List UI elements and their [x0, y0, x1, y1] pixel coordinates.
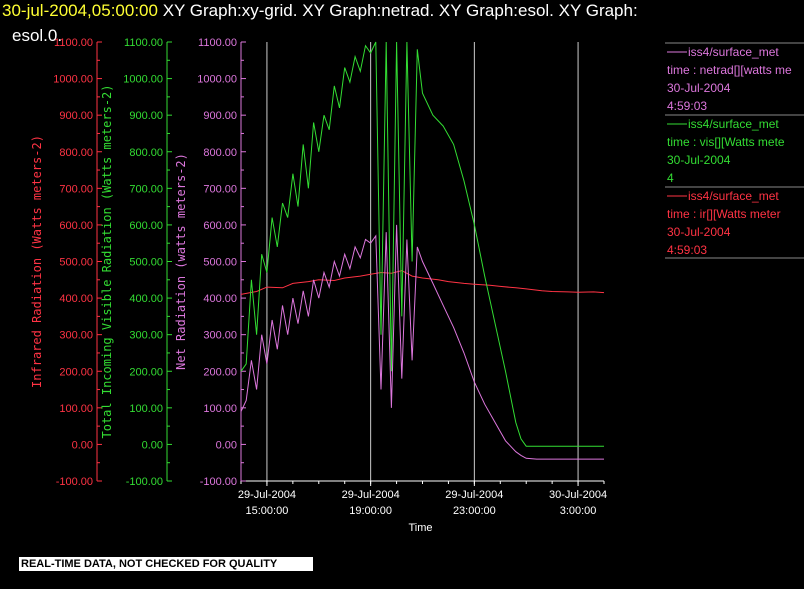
legend-entry-text: 30-Jul-2004: [667, 81, 731, 95]
y-tick-label-ir: 1000.00: [53, 74, 93, 86]
quality-notice: REAL-TIME DATA, NOT CHECKED FOR QUALITY: [19, 557, 313, 571]
series-line-2: [240, 224, 604, 460]
y-tick-label-vis: 900.00: [129, 110, 163, 122]
y-tick-label-net: 1000.00: [197, 74, 237, 86]
y-axis-title-net: Net Radiation (watts meters-2): [174, 153, 188, 370]
y-tick-label-ir: 900.00: [59, 110, 93, 122]
y-tick-label-vis: 0.00: [142, 439, 163, 451]
y-tick-label-ir: 0.00: [72, 439, 93, 451]
y-tick-label-vis: 1000.00: [123, 74, 163, 86]
y-tick-label-vis: 500.00: [129, 257, 163, 269]
y-tick-label-net: 0.00: [216, 439, 237, 451]
x-tick-label-time: 19:00:00: [349, 505, 392, 517]
x-tick-label-date: 29-Jul-2004: [342, 489, 400, 501]
y-tick-label-vis: 1100.00: [124, 37, 163, 49]
y-tick-label-net: 600.00: [203, 220, 237, 232]
y-axis-title-ir: Infrared Radiation (Watts meters-2): [30, 135, 44, 388]
axes-layer: 29-Jul-2004 15:00:00 29-Jul-2004 19:00:00 29…: [30, 37, 607, 534]
x-tick-label-time: 23:00:00: [453, 505, 496, 517]
y-axis-title-vis: Total Incoming Visible Radiation (Watts …: [100, 84, 114, 438]
y-tick-label-ir: 600.00: [59, 220, 93, 232]
legend-entry-text: time : netrad[][watts me: [667, 63, 792, 77]
y-tick-label-ir: 200.00: [59, 366, 93, 378]
y-tick-label-net: 1100.00: [198, 37, 237, 49]
legend-entry-text: 4:59:03: [667, 243, 707, 257]
y-tick-label-ir: 500.00: [59, 257, 93, 269]
legend-entry-text: iss4/surface_met: [688, 45, 779, 59]
series-line-0: [240, 270, 605, 295]
x-tick-label-time: 15:00:00: [246, 505, 289, 517]
y-tick-label-vis: -100.00: [126, 476, 163, 488]
legend-entry-text: time : ir[][Watts meter: [667, 207, 781, 221]
x-tick-label-date: 29-Jul-2004: [238, 489, 296, 501]
title-graph-list: XY Graph:xy-grid. XY Graph:netrad. XY Gr…: [157, 1, 638, 20]
y-tick-label-ir: 1100.00: [54, 37, 93, 49]
y-tick-label-ir: 800.00: [59, 147, 93, 159]
y-tick-label-net: 500.00: [203, 257, 237, 269]
series-line-1: [240, 41, 604, 447]
x-axis-title: Time: [408, 522, 432, 534]
title-date-time: 30-jul-2004,05:00:00: [2, 1, 158, 20]
y-tick-label-ir: 400.00: [59, 293, 93, 305]
y-tick-label-vis: 200.00: [129, 366, 163, 378]
y-tick-label-net: -100.00: [200, 476, 237, 488]
y-tick-label-ir: 700.00: [59, 183, 93, 195]
y-tick-label-net: 400.00: [203, 293, 237, 305]
legend-entry-text: 30-Jul-2004: [667, 225, 731, 239]
y-tick-label-vis: 300.00: [129, 330, 163, 342]
y-tick-label-ir: -100.00: [56, 476, 93, 488]
x-tick-label-date: 30-Jul-2004: [549, 489, 607, 501]
grid-layer: [266, 42, 579, 481]
graph-title: 30-jul-2004,05:00:00 XY Graph:xy-grid. X…: [2, 1, 638, 21]
legend-entry-text: 4:59:03: [667, 99, 707, 113]
x-tick-label-date: 29-Jul-2004: [445, 489, 503, 501]
y-tick-label-net: 200.00: [203, 366, 237, 378]
legend-entry-text: time : vis[][Watts mete: [667, 135, 785, 149]
y-tick-label-net: 800.00: [203, 147, 237, 159]
legend-entry-text: iss4/surface_met: [688, 117, 779, 131]
y-tick-label-net: 700.00: [203, 183, 237, 195]
y-tick-label-vis: 800.00: [129, 147, 163, 159]
y-tick-label-vis: 100.00: [129, 403, 163, 415]
y-tick-label-ir: 100.00: [59, 403, 93, 415]
y-tick-label-net: 100.00: [203, 403, 237, 415]
legend-entry-text: iss4/surface_met: [688, 189, 779, 203]
y-tick-label-vis: 400.00: [129, 293, 163, 305]
series-layer: [240, 41, 605, 460]
y-tick-label-vis: 700.00: [129, 183, 163, 195]
legend-entry-text: 4: [667, 171, 674, 185]
y-tick-label-ir: 300.00: [59, 330, 93, 342]
legend-entry-text: 30-Jul-2004: [667, 153, 731, 167]
graph-title-continued: esol.0.: [12, 26, 63, 45]
y-tick-label-net: 900.00: [203, 110, 237, 122]
y-tick-label-vis: 600.00: [129, 220, 163, 232]
x-tick-label-time: 3:00:00: [560, 505, 597, 517]
y-tick-label-net: 300.00: [203, 330, 237, 342]
